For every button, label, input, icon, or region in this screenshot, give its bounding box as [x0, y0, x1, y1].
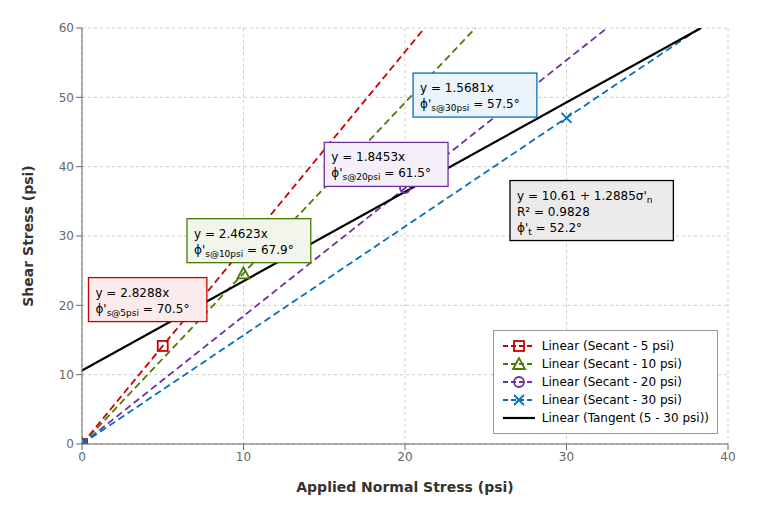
html-text:Linear (Secant - 30 psi): Linear (Secant - 30 psi) — [541, 393, 682, 407]
svg-text:ϕ's@20psi = 61.5°: ϕ's@20psi = 61.5° — [331, 166, 431, 182]
svg-text:ϕ's@5psi = 70.5°: ϕ's@5psi = 70.5° — [95, 302, 189, 318]
svg-text:y = 2.8288x: y = 2.8288x — [95, 286, 169, 300]
svg-text:0: 0 — [66, 437, 74, 451]
svg-text:y = 1.8453x: y = 1.8453x — [331, 150, 405, 164]
svg-text:R² = 0.9828: R² = 0.9828 — [517, 205, 590, 219]
svg-text:40: 40 — [720, 450, 735, 464]
svg-text:10: 10 — [59, 368, 74, 382]
svg-text:ϕ's@10psi = 67.9°: ϕ's@10psi = 67.9° — [194, 243, 294, 259]
html-text:Linear (Secant - 10 psi): Linear (Secant - 10 psi) — [541, 357, 682, 371]
svg-text:30: 30 — [559, 450, 574, 464]
svg-text:ϕ't = 52.2°: ϕ't = 52.2° — [517, 221, 582, 237]
html-text:Linear (Secant - 5 psi): Linear (Secant - 5 psi) — [541, 339, 675, 353]
svg-text:40: 40 — [59, 160, 74, 174]
svg-text:20: 20 — [397, 450, 412, 464]
svg-text:50: 50 — [59, 91, 74, 105]
svg-text:y = 2.4623x: y = 2.4623x — [194, 227, 268, 241]
svg-text:ϕ's@30psi = 57.5°: ϕ's@30psi = 57.5° — [420, 97, 520, 113]
html-text:Linear (Secant - 20 psi): Linear (Secant - 20 psi) — [541, 375, 682, 389]
svg-text:10: 10 — [236, 450, 251, 464]
svg-text:y = 1.5681x: y = 1.5681x — [420, 81, 494, 95]
svg-text:20: 20 — [59, 299, 74, 313]
svg-text:Shear Stress (psi): Shear Stress (psi) — [20, 165, 36, 306]
html-text:Linear (Tangent (5 - 30 psi)): Linear (Tangent (5 - 30 psi)) — [541, 411, 709, 425]
svg-text:60: 60 — [59, 21, 74, 35]
svg-text:30: 30 — [59, 229, 74, 243]
svg-text:0: 0 — [78, 450, 86, 464]
svg-text:y = 10.61 + 1.2885σ'n: y = 10.61 + 1.2885σ'n — [517, 189, 652, 205]
svg-text:Applied Normal Stress (psi): Applied Normal Stress (psi) — [296, 479, 513, 495]
